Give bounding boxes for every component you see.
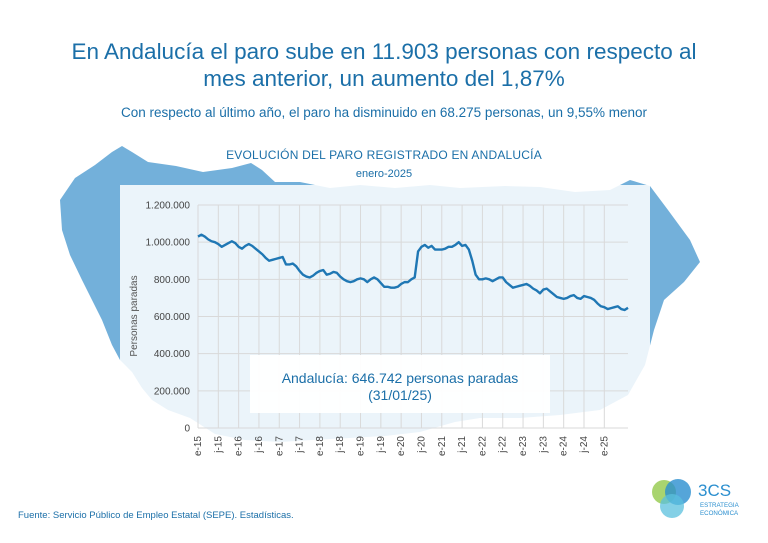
x-tick-label: j-20: [416, 436, 427, 454]
x-tick-label: e-23: [518, 436, 529, 456]
logo-line-2: ECONÓMICA: [700, 510, 739, 517]
y-tick-label: 0: [184, 424, 190, 435]
y-tick-label: 1.200.000: [146, 201, 191, 212]
x-tick-label: j-16: [254, 436, 265, 454]
x-tick-label: j-24: [579, 436, 590, 454]
source-note: Fuente: Servicio Público de Empleo Estat…: [18, 510, 294, 521]
callout-line-2: (31/01/25): [368, 387, 432, 403]
x-tick-label: e-17: [274, 436, 285, 456]
logo-3cs: 3CS ESTRATEGIA ECONÓMICA: [652, 479, 740, 518]
x-tick-label: j-18: [335, 436, 346, 454]
y-tick-label: 400.000: [154, 349, 191, 360]
subheadline: Con respecto al último año, el paro ha d…: [120, 105, 648, 120]
callout-line-1: Andalucía: 646.742 personas paradas: [281, 370, 519, 386]
logo-mark: 3CS: [698, 481, 731, 500]
x-tick-label: e-20: [396, 436, 407, 456]
x-tick-label: j-15: [213, 436, 224, 454]
headline: En Andalucía el paro sube en 11.903 pers…: [40, 38, 728, 92]
x-tick-label: e-15: [193, 436, 204, 456]
y-axis-label: Personas paradas: [129, 275, 140, 356]
headline-line-1: En Andalucía el paro sube en 11.903 pers…: [71, 39, 697, 64]
x-tick-label: j-17: [295, 436, 306, 454]
chart-subtitle: enero-2025: [355, 168, 413, 180]
callout-background: [250, 355, 550, 413]
x-tick-label: e-24: [559, 436, 570, 456]
x-tick-label: e-25: [599, 436, 610, 456]
chart-title: EVOLUCIÓN DEL PARO REGISTRADO EN ANDALUC…: [226, 148, 542, 162]
y-tick-labels: 0 200.000 400.000 600.000 800.000 1.000.000 1.…: [146, 201, 191, 435]
data-points: [197, 234, 629, 312]
x-tick-label: e-21: [437, 436, 448, 456]
x-tick-label: e-19: [356, 436, 367, 456]
logo-circle-cyan-icon: [660, 494, 684, 518]
x-tick-label: e-18: [315, 436, 326, 456]
headline-line-2: mes anterior, un aumento del 1,87%: [203, 66, 565, 91]
callout: Andalucía: 646.742 personas paradas (31/…: [250, 370, 550, 404]
y-tick-label: 200.000: [154, 386, 191, 397]
y-tick-label: 1.000.000: [146, 238, 191, 249]
x-tick-label: j-23: [538, 436, 549, 454]
x-tick-label: e-22: [477, 436, 488, 456]
x-tick-labels: e-15 j-15 e-16 j-16 e-17 j-17 e-18 j-18 e-19 j-19…: [193, 436, 610, 456]
x-tick-label: j-21: [457, 436, 468, 454]
y-tick-label: 600.000: [154, 312, 191, 323]
logo-line-1: ESTRATEGIA: [700, 502, 740, 509]
x-tick-label: e-16: [234, 436, 245, 456]
x-tick-label: j-22: [498, 436, 509, 454]
series-line-andalucia: [197, 233, 629, 312]
y-tick-label: 800.000: [154, 275, 191, 286]
x-tick-label: j-19: [376, 436, 387, 454]
